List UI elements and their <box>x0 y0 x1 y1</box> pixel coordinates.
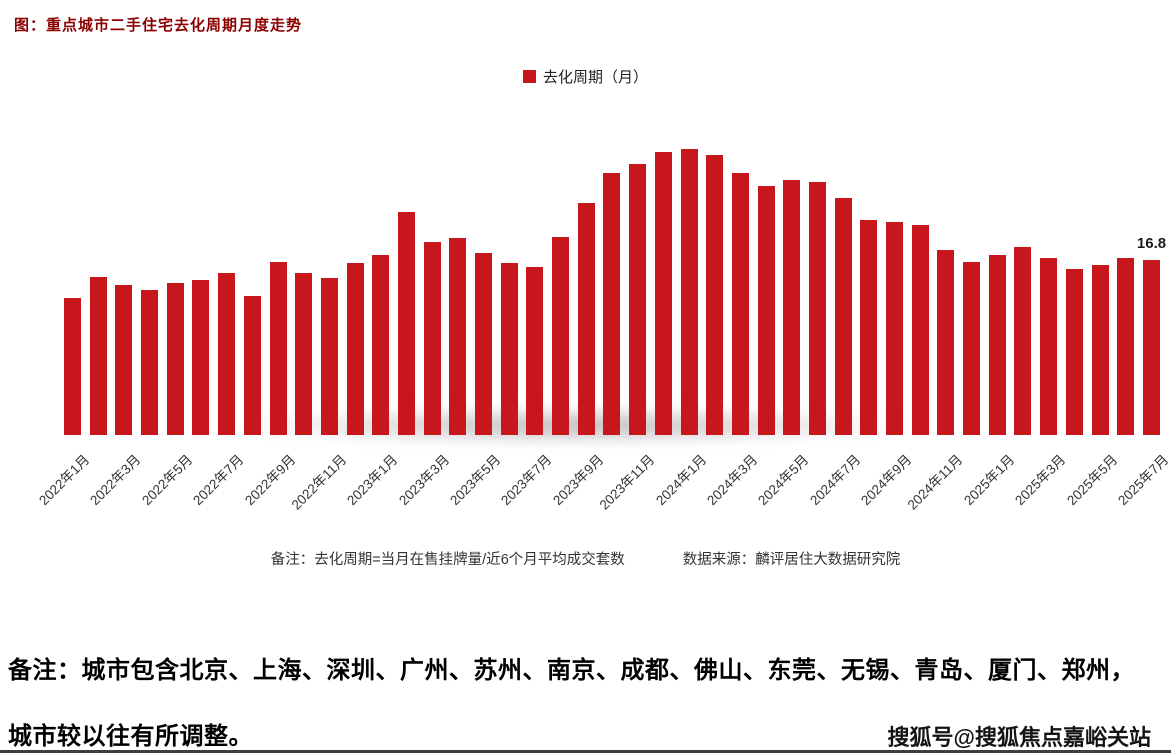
data-label-last: 16.8 <box>1136 235 1167 252</box>
bar-2023年3月 <box>423 242 441 435</box>
bar-2022年9月 <box>269 262 287 435</box>
bar-2022年8月 <box>243 296 261 435</box>
bar-2024年4月 <box>757 186 775 435</box>
bar-2022年2月 <box>89 277 107 435</box>
x-axis-label: 2024年5月 <box>754 451 811 509</box>
bar-2023年11月 <box>629 164 647 435</box>
x-axis-label: 2025年7月 <box>1114 451 1171 509</box>
x-axis-label: 2024年3月 <box>703 451 760 509</box>
bar-2025年2月 <box>1014 247 1032 435</box>
bar-2024年1月 <box>680 149 698 435</box>
x-axis-labels: 2022年1月 2022年3月 2022年5月 2022年7月 2022年9月 2022年… <box>36 443 1171 548</box>
legend-label: 去化周期（月） <box>542 69 648 86</box>
bar-2024年3月 <box>731 173 749 435</box>
bar-2024年12月 <box>963 262 981 435</box>
bar-2023年4月 <box>449 238 467 435</box>
bar-2023年1月 <box>372 255 390 435</box>
bar-2023年9月 <box>577 203 595 435</box>
x-axis-label: 2022年5月 <box>138 451 195 509</box>
bar-2024年8月 <box>860 220 878 435</box>
note-source: 数据来源：麟评居住大数据研究院 <box>682 552 901 568</box>
bar-2024年2月 <box>706 155 724 435</box>
x-axis-label: 2022年7月 <box>189 451 246 509</box>
x-axis-label: 2024年7月 <box>806 451 863 509</box>
bottom-divider <box>0 750 1171 753</box>
bar-2025年4月 <box>1065 269 1083 435</box>
chart-legend: 去化周期（月） <box>0 66 1171 87</box>
x-axis-label: 2022年3月 <box>86 451 143 509</box>
watermark: 搜狐号@搜狐焦点嘉峪关站 <box>887 725 1151 750</box>
footer-note-line2: 城市较以往有所调整。 <box>8 724 253 750</box>
bar-2023年2月 <box>397 212 415 435</box>
bar-2024年6月 <box>808 182 826 435</box>
bar-2022年6月 <box>192 280 210 435</box>
bar-2022年11月 <box>320 278 338 435</box>
x-axis-label: 2024年1月 <box>652 451 709 509</box>
x-axis-label: 2023年7月 <box>497 451 554 509</box>
bar-2023年6月 <box>500 263 518 435</box>
bar-2023年7月 <box>526 267 544 435</box>
bar-2022年12月 <box>346 263 364 435</box>
note-formula: 备注：去化周期=当月在售挂牌量/近6个月平均成交套数 <box>270 552 625 568</box>
bar-2023年5月 <box>475 253 492 435</box>
bar-2025年3月 <box>1040 258 1058 435</box>
bar-2024年11月 <box>937 250 955 435</box>
plot-area: 16.8 <box>64 135 1166 449</box>
bar-2025年1月 <box>988 255 1006 435</box>
chart-title: 图：重点城市二手住宅去化周期月度走势 <box>14 17 303 34</box>
bar-2024年9月 <box>886 222 903 435</box>
x-axis-label: 2025年3月 <box>1011 451 1068 509</box>
bar-2024年10月 <box>911 225 929 435</box>
bar-2022年10月 <box>295 273 313 435</box>
x-axis-label: 2025年1月 <box>960 451 1017 509</box>
bar-2024年5月 <box>783 180 801 435</box>
chart-notes: 备注：去化周期=当月在售挂牌量/近6个月平均成交套数 数据来源：麟评居住大数据研… <box>0 548 1171 569</box>
x-axis-label: 2023年1月 <box>343 451 400 509</box>
footer-note-line1: 备注：城市包含北京、上海、深圳、广州、苏州、南京、成都、佛山、东莞、无锡、青岛、… <box>8 658 1135 684</box>
bar-2025年6月 <box>1117 258 1135 435</box>
bar-2023年12月 <box>654 152 672 435</box>
bar-2025年5月 <box>1091 265 1109 435</box>
legend-square-icon <box>522 70 536 83</box>
x-axis-label: 2023年5月 <box>446 451 503 509</box>
bar-2024年7月 <box>834 198 852 435</box>
bar-2022年7月 <box>218 273 236 435</box>
bar-2022年1月 <box>64 298 81 435</box>
bar-2025年7月 <box>1142 260 1160 435</box>
bars-container <box>64 135 1160 435</box>
bar-2022年3月 <box>115 285 133 435</box>
x-axis-label: 2022年1月 <box>35 451 92 509</box>
bar-2022年4月 <box>141 290 159 435</box>
x-axis-label: 2023年3月 <box>395 451 452 509</box>
bar-2023年8月 <box>552 237 570 435</box>
x-axis-label: 2025年5月 <box>1063 451 1120 509</box>
bar-2023年10月 <box>603 173 621 435</box>
bar-2022年5月 <box>166 283 184 435</box>
